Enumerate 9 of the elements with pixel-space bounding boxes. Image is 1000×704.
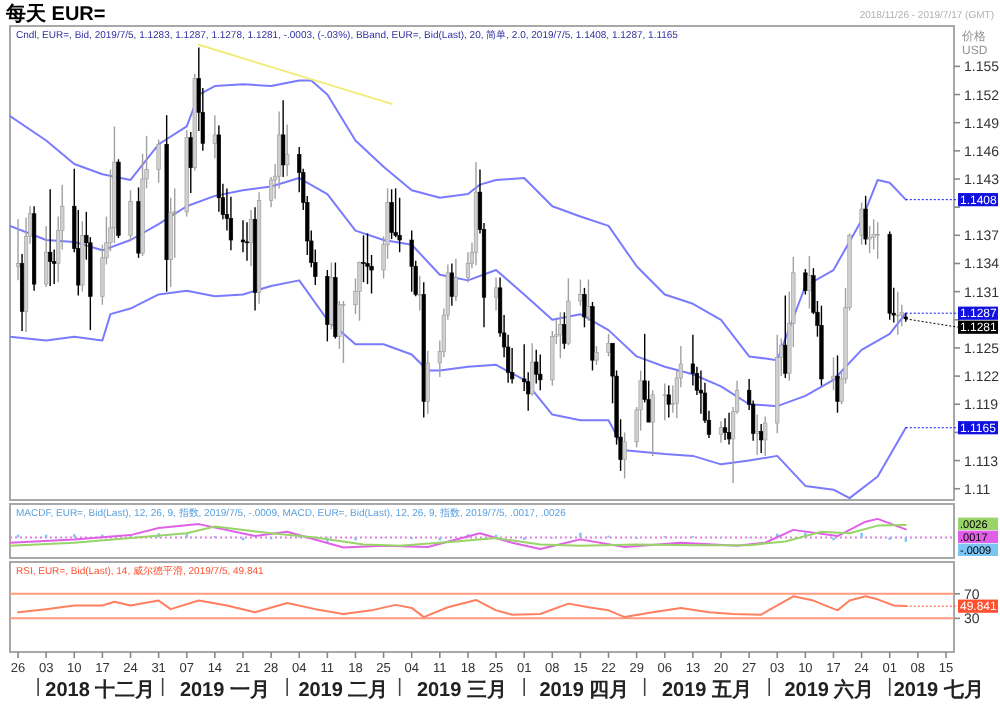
text: 2019 一月: [179, 680, 270, 702]
text: 2019 五月: [661, 680, 752, 702]
text: 2019 四月: [539, 680, 630, 702]
text: 2019 七月: [893, 678, 984, 702]
text: 2019 六月: [784, 678, 875, 702]
text: 2018 十二月: [45, 678, 156, 702]
text: 2019 三月: [416, 680, 507, 702]
chart-title: 每天 EUR=: [4, 2, 106, 26]
text: 2019 二月: [298, 680, 389, 702]
